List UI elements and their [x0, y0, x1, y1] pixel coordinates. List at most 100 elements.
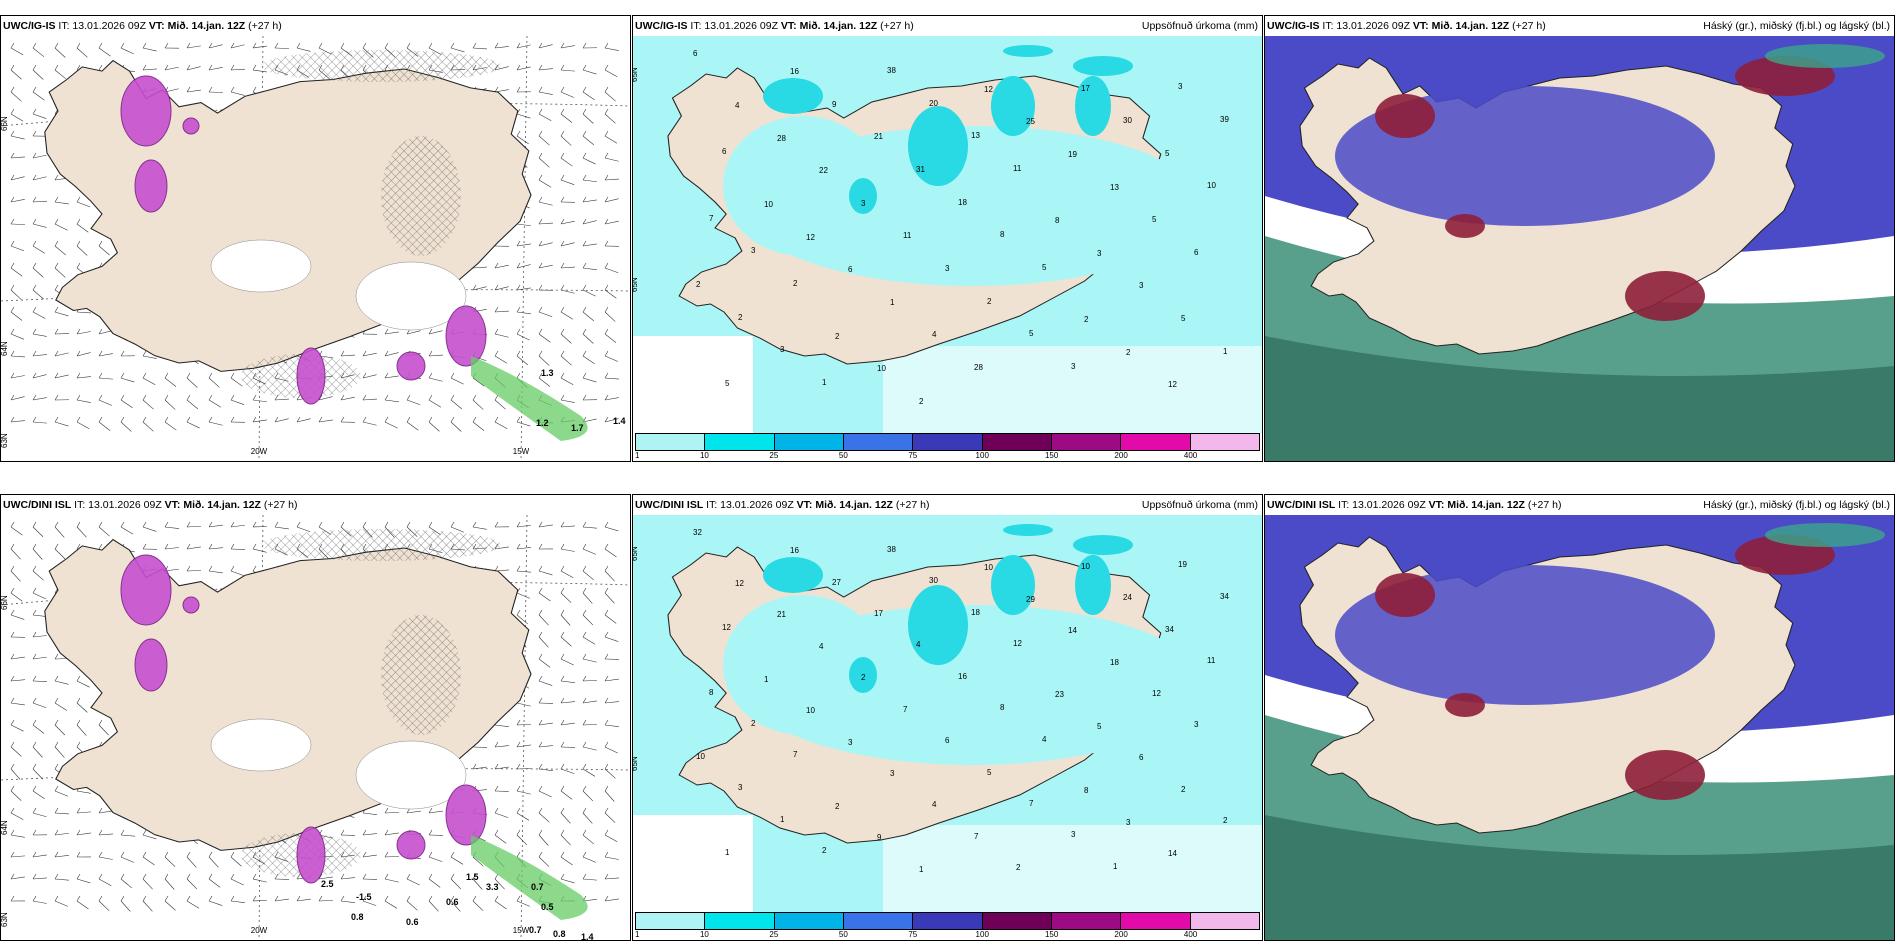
wind-barb — [186, 873, 198, 890]
wind-barb — [582, 807, 593, 824]
wind-barb — [494, 741, 509, 748]
wind-barb — [76, 719, 87, 736]
wind-barb — [10, 543, 21, 560]
wind-barb — [54, 64, 67, 80]
value-label: 1.7 — [571, 423, 584, 433]
precip-value: 6 — [945, 736, 950, 745]
precip-colorbar: 1 10 25 50 75 100 150 200 400 — [633, 910, 1262, 940]
wind-barb — [142, 350, 157, 359]
wind-barb — [560, 218, 575, 225]
wind-barb — [10, 653, 25, 660]
wind-barb — [582, 675, 597, 682]
wind-barb — [604, 196, 619, 203]
wind-barb — [76, 196, 91, 208]
wind-barb — [142, 372, 156, 386]
wind-barb — [604, 130, 618, 144]
wind-barb — [516, 741, 531, 748]
wind-barb — [604, 719, 619, 728]
precip-heavy — [991, 555, 1035, 615]
wind-barb — [208, 543, 223, 550]
wind-barb — [516, 763, 531, 770]
wind-barb — [494, 565, 509, 572]
colorbar-swatch — [982, 434, 1052, 450]
wind-barb — [340, 416, 356, 423]
wind-barb — [10, 196, 25, 203]
wind-barb — [516, 587, 531, 599]
wind-barb — [76, 218, 89, 233]
wind-barb — [252, 873, 267, 883]
wind-barb — [54, 697, 68, 711]
value-label: 1.4 — [613, 416, 626, 426]
wind-barb — [384, 350, 399, 357]
wind-barb — [10, 631, 26, 638]
colorbar-ticks: 1 10 25 50 75 100 150 200 400 — [635, 930, 1260, 940]
wind-barb — [98, 873, 112, 887]
valid-time: VT: Mið. 14.jan. 12Z — [780, 20, 878, 32]
wind-barb — [252, 416, 267, 423]
precip-value: 39 — [1220, 115, 1229, 124]
cloud-low-layer — [1625, 750, 1705, 800]
precip-value: 5 — [1097, 722, 1102, 731]
model-name: UWC/IG-IS — [1267, 20, 1320, 32]
wind-barb — [604, 218, 619, 225]
wind-barb — [32, 807, 47, 818]
wind-barb — [582, 328, 594, 344]
precip-value: 29 — [1026, 595, 1035, 604]
precip-value: 3 — [751, 246, 756, 255]
dry-area — [633, 815, 753, 912]
wind-barb — [76, 394, 91, 403]
lat-label: 66N — [1, 595, 9, 610]
freezing-area — [471, 835, 588, 920]
wind-barb — [538, 741, 553, 748]
wind-barb — [604, 394, 619, 401]
wind-barb — [560, 152, 573, 167]
wind-barb — [560, 807, 571, 824]
wind-barb — [516, 328, 530, 341]
wind-barb — [10, 675, 25, 682]
wind-barb — [186, 64, 201, 71]
precip-value: 3 — [780, 345, 785, 354]
precip-value: 10 — [877, 364, 886, 373]
wind-barb — [538, 587, 551, 602]
wind-barb — [582, 785, 594, 802]
value-label: 2.5 — [321, 879, 334, 889]
wind-barb — [494, 521, 510, 528]
wind-barb — [560, 587, 572, 603]
precip-value: 12 — [984, 85, 993, 94]
wind-barb — [32, 851, 47, 858]
lon-label: 20W — [251, 447, 268, 456]
wind-barb — [582, 262, 597, 271]
precip-value: 6 — [1194, 248, 1199, 257]
wind-barb — [32, 86, 45, 101]
wind-barb — [274, 42, 290, 49]
precip-value: 16 — [790, 546, 799, 555]
wind-barb — [582, 609, 594, 626]
colorbar-tick: 400 — [1183, 930, 1198, 939]
cloud-low-layer — [1445, 214, 1485, 238]
wind-barb — [32, 64, 44, 80]
wind-barb — [54, 807, 69, 815]
lead-time: (+27 h) — [1527, 499, 1562, 511]
wind-barb — [252, 543, 267, 553]
wind-barb — [10, 86, 22, 102]
wind-barb — [582, 130, 595, 146]
wind-barb — [98, 372, 113, 380]
wind-barb — [98, 521, 110, 537]
colorbar-tick: 10 — [699, 930, 709, 939]
wind-barb — [516, 895, 531, 907]
precip-value: 5 — [1152, 215, 1157, 224]
wind-barb — [10, 284, 22, 300]
wind-barb — [560, 174, 575, 185]
icing-hatch — [261, 50, 501, 82]
precip-heavy — [991, 76, 1035, 136]
wind-barb — [516, 240, 531, 247]
precip-value: 9 — [832, 100, 837, 109]
wind-barb — [98, 807, 113, 814]
value-label: 0.6 — [446, 897, 459, 907]
precip-value: 8 — [709, 688, 714, 697]
wind-barb — [120, 42, 134, 55]
icing-hatch — [381, 615, 461, 735]
wind-barb — [560, 719, 575, 726]
wind-barb — [582, 763, 596, 777]
lat-label: 63N — [1, 912, 9, 927]
